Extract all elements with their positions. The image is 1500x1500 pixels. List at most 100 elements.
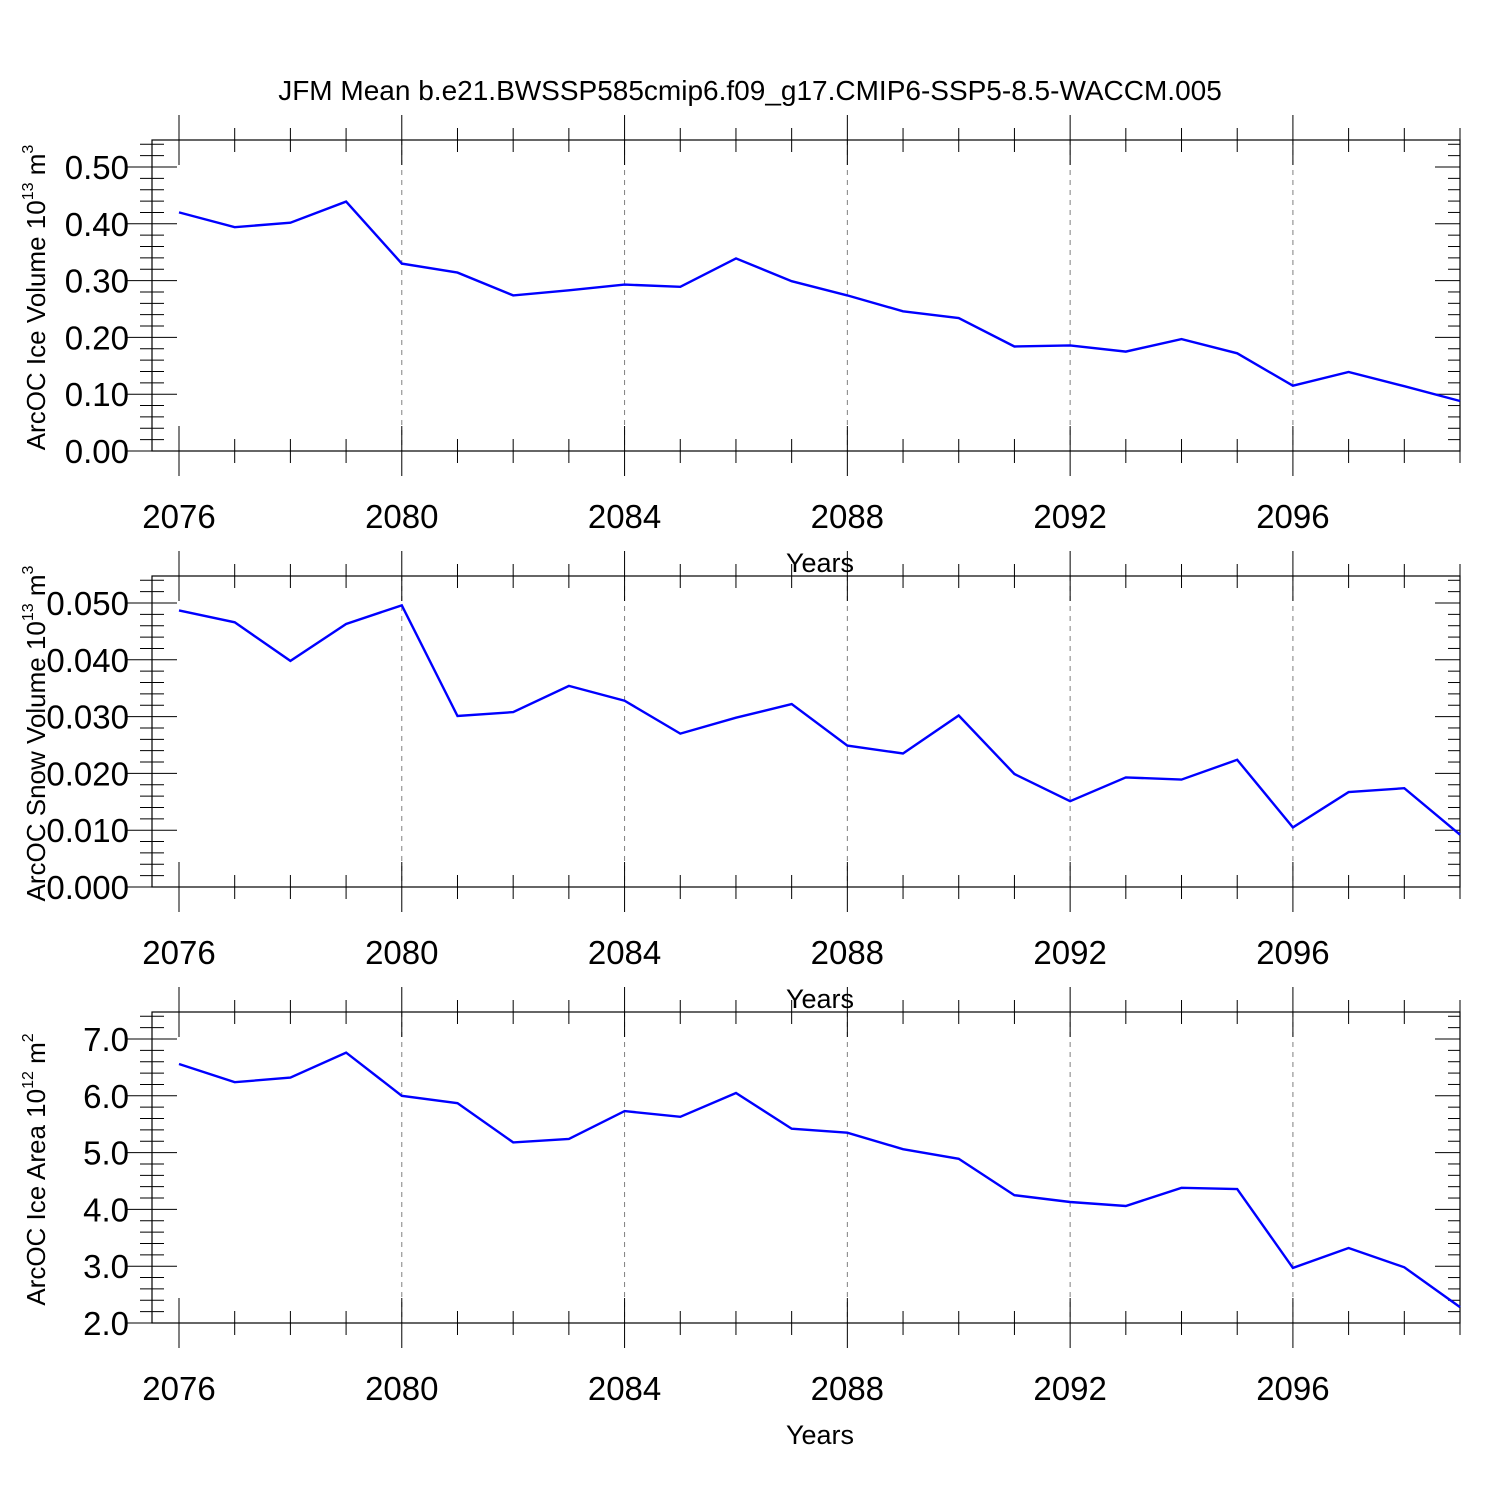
data-point — [1348, 371, 1350, 373]
y-axis-label: ArcOC Ice Area 1012 m2 — [20, 1033, 51, 1305]
data-point — [1125, 351, 1127, 353]
data-point — [1459, 400, 1461, 402]
data-point — [735, 257, 737, 259]
data-point — [1348, 1247, 1350, 1249]
y-axis-label-unit: m — [21, 574, 51, 603]
data-point — [846, 745, 848, 747]
series-line-1 — [178, 603, 1461, 836]
y-tick-label: 0.050 — [46, 585, 129, 622]
y-tick-label: 5.0 — [83, 1135, 129, 1172]
data-point — [1292, 826, 1294, 828]
x-tick-label: 2092 — [1033, 934, 1106, 971]
plot-frame — [151, 1011, 1461, 1324]
y-tick-label: 0.50 — [65, 149, 129, 186]
y-axis-label-exponent: 13 — [20, 182, 37, 200]
data-point — [679, 733, 681, 735]
chart-panel-1: 2076 2080 2084 2088 2092 2096 Years 0.00 0.10 0.2… — [20, 115, 1461, 578]
data-point — [456, 1102, 458, 1104]
data-point — [1125, 776, 1127, 778]
data-point — [512, 711, 514, 713]
y-tick-label: 0.020 — [46, 755, 129, 792]
y-tick-label: 0.000 — [46, 869, 129, 906]
data-point — [456, 272, 458, 274]
data-point — [1236, 759, 1238, 761]
data-point — [1348, 791, 1350, 793]
y-axis-label-text: ArcOC Snow Volume 10 — [21, 621, 51, 901]
data-point — [289, 660, 291, 662]
y-tick-label: 2.0 — [83, 1305, 129, 1342]
data-point — [1013, 773, 1015, 775]
data-point — [1403, 385, 1405, 387]
y-axis-label-unit-exponent: 3 — [20, 145, 37, 154]
x-tick-label: 2096 — [1256, 1370, 1329, 1407]
data-point — [624, 284, 626, 286]
x-tick-label: 2084 — [588, 498, 661, 535]
data-point — [234, 226, 236, 228]
plot-frame — [151, 575, 1461, 888]
data-point — [791, 703, 793, 705]
y-tick-label: 0.30 — [65, 263, 129, 300]
data-point — [1013, 1194, 1015, 1196]
data-point — [1292, 1267, 1294, 1269]
x-tick-label: 2088 — [811, 1370, 884, 1407]
y-tick-label: 0.40 — [65, 206, 129, 243]
x-tick-label: 2076 — [142, 934, 215, 971]
data-point — [456, 715, 458, 717]
data-point — [568, 1138, 570, 1140]
data-point — [345, 623, 347, 625]
x-tick-label: 2088 — [811, 498, 884, 535]
data-point — [234, 1081, 236, 1083]
data-point — [568, 289, 570, 291]
data-point — [512, 1141, 514, 1143]
x-tick-label: 2096 — [1256, 934, 1329, 971]
x-tick-label: 2076 — [142, 498, 215, 535]
data-point — [1069, 344, 1071, 346]
data-point — [902, 753, 904, 755]
data-point — [902, 310, 904, 312]
data-point — [1292, 385, 1294, 387]
data-point — [958, 1158, 960, 1160]
data-point — [1181, 338, 1183, 340]
series-line-1 — [178, 200, 1461, 403]
data-point — [345, 1052, 347, 1054]
data-point — [1181, 779, 1183, 781]
y-tick-label: 0.030 — [46, 699, 129, 736]
x-axis-label: Years — [786, 548, 854, 578]
data-point — [735, 1092, 737, 1094]
x-axis-label: Years — [786, 1420, 854, 1450]
x-tick-label: 2092 — [1033, 498, 1106, 535]
y-tick-label: 0.040 — [46, 642, 129, 679]
data-point — [624, 700, 626, 702]
data-point — [679, 1116, 681, 1118]
y-tick-label: 0.00 — [65, 433, 129, 470]
data-point — [958, 714, 960, 716]
y-axis-label-text: ArcOC Ice Area 10 — [21, 1089, 51, 1306]
data-point — [846, 1132, 848, 1134]
y-tick-label: 4.0 — [83, 1191, 129, 1228]
x-tick-label: 2076 — [142, 1370, 215, 1407]
data-point — [1459, 834, 1461, 836]
x-tick-label: 2084 — [588, 1370, 661, 1407]
data-point — [1403, 1266, 1405, 1268]
y-tick-label: 0.010 — [46, 812, 129, 849]
y-axis-label-exponent: 12 — [20, 1071, 37, 1089]
series-line-1 — [178, 1051, 1461, 1309]
x-tick-label: 2092 — [1033, 1370, 1106, 1407]
data-point — [1403, 787, 1405, 789]
data-point — [624, 1110, 626, 1112]
data-point — [178, 211, 180, 213]
chart-panel-2: 2076 2080 2084 2088 2092 2096 Years 0.000 0.010 0… — [20, 551, 1461, 1014]
data-point — [178, 1063, 180, 1065]
data-point — [1013, 345, 1015, 347]
data-point — [791, 280, 793, 282]
x-tick-label: 2088 — [811, 934, 884, 971]
data-point — [401, 1095, 403, 1097]
y-axis-label: ArcOC Snow Volume 1013 m3 — [20, 565, 51, 901]
y-axis-label: ArcOC Ice Volume 1013 m3 — [20, 145, 51, 451]
x-tick-label: 2080 — [365, 1370, 438, 1407]
y-tick-label: 0.20 — [65, 319, 129, 356]
y-tick-label: 0.10 — [65, 376, 129, 413]
x-tick-label: 2084 — [588, 934, 661, 971]
data-point — [568, 685, 570, 687]
